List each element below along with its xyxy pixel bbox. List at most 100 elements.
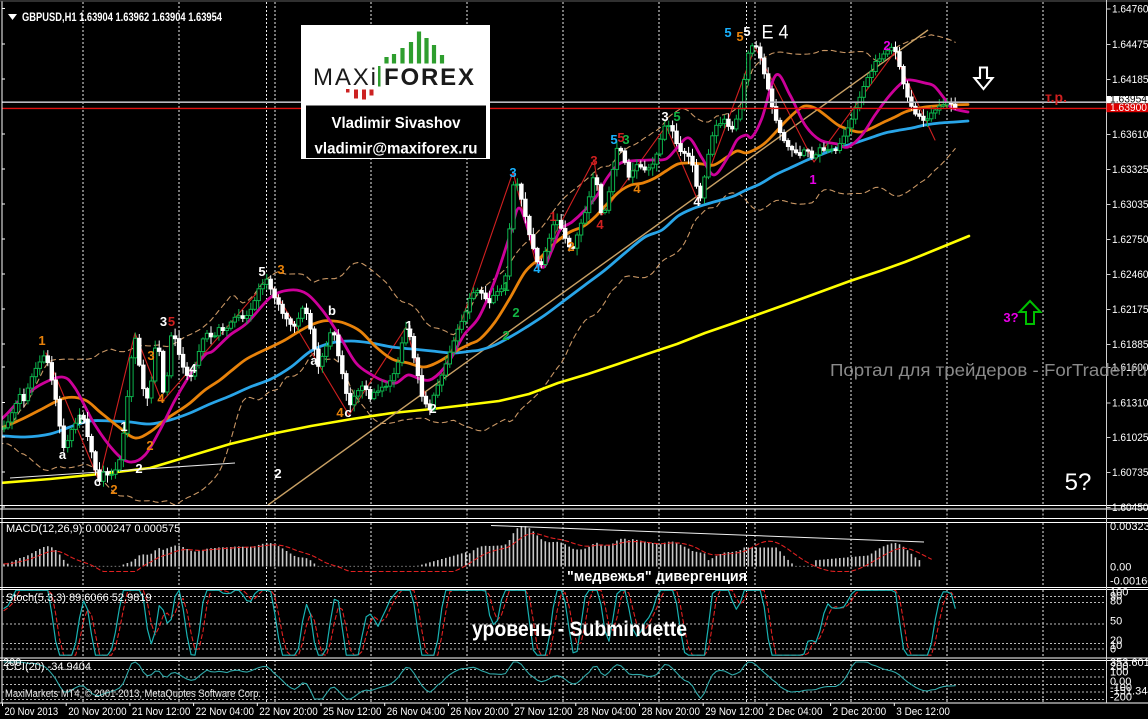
svg-text:2: 2 bbox=[883, 38, 890, 53]
svg-text:т.р.: т.р. bbox=[1045, 89, 1067, 105]
svg-text:5: 5 bbox=[736, 29, 743, 44]
svg-text:29 Nov 12:00: 29 Nov 12:00 bbox=[705, 706, 763, 718]
svg-text:3?: 3? bbox=[1003, 310, 1018, 325]
svg-text:27 Nov 12:00: 27 Nov 12:00 bbox=[514, 706, 572, 718]
svg-text:50: 50 bbox=[1110, 616, 1122, 628]
svg-text:2: 2 bbox=[110, 482, 117, 497]
svg-text:3: 3 bbox=[160, 314, 167, 329]
svg-text:vladimir@maxiforex.ru: vladimir@maxiforex.ru bbox=[315, 141, 478, 158]
svg-text:1.61310: 1.61310 bbox=[1112, 398, 1148, 410]
svg-text:-151.3448: -151.3448 bbox=[1110, 686, 1148, 698]
svg-text:28 Nov 04:00: 28 Nov 04:00 bbox=[578, 706, 636, 718]
svg-text:2: 2 bbox=[502, 328, 509, 343]
svg-text:1.62750: 1.62750 bbox=[1112, 234, 1148, 246]
svg-text:200: 200 bbox=[3, 657, 21, 669]
svg-text:-0.00166: -0.00166 bbox=[1110, 576, 1148, 588]
svg-text:3: 3 bbox=[509, 165, 516, 180]
svg-text:1.63900: 1.63900 bbox=[1110, 102, 1147, 114]
svg-text:28 Nov 20:00: 28 Nov 20:00 bbox=[642, 706, 700, 718]
svg-text:25 Nov 12:00: 25 Nov 12:00 bbox=[323, 706, 381, 718]
svg-text:3: 3 bbox=[277, 262, 284, 277]
svg-text:1.63325: 1.63325 bbox=[1112, 164, 1148, 176]
svg-text:1.64185: 1.64185 bbox=[1112, 74, 1148, 86]
svg-text:Stoch(5,3,3) 89.6066 52.9819: Stoch(5,3,3) 89.6066 52.9819 bbox=[6, 592, 152, 604]
svg-text:1.60450: 1.60450 bbox=[1112, 502, 1148, 514]
svg-text:-200: -200 bbox=[1110, 692, 1132, 704]
svg-text:4: 4 bbox=[189, 361, 197, 376]
svg-text:80: 80 bbox=[1110, 596, 1122, 608]
svg-text:5: 5 bbox=[610, 132, 617, 147]
svg-text:5: 5 bbox=[617, 130, 624, 145]
svg-text:a: a bbox=[310, 353, 318, 368]
svg-text:MaxiMarkets MT4, © 2001-2013,: MaxiMarkets MT4, © 2001-2013, MetaQuotes… bbox=[5, 688, 261, 700]
svg-text:5: 5 bbox=[168, 314, 175, 329]
svg-text:GBPUSD,H1 1.63904 1.63962 1.6: GBPUSD,H1 1.63904 1.63962 1.63904 1.6395… bbox=[22, 12, 222, 24]
svg-text:4: 4 bbox=[693, 194, 701, 209]
svg-text:1.64760: 1.64760 bbox=[1112, 4, 1148, 16]
svg-text:5: 5 bbox=[673, 109, 680, 124]
svg-text:1: 1 bbox=[120, 419, 127, 434]
svg-text:0.00: 0.00 bbox=[1110, 676, 1131, 688]
svg-text:20 Nov 2013: 20 Nov 2013 bbox=[5, 706, 59, 718]
svg-text:2: 2 bbox=[146, 438, 153, 453]
svg-text:уровень - Subminuette: уровень - Subminuette bbox=[472, 618, 687, 641]
svg-text:Портал для трейдеров - ForTrad: Портал для трейдеров - ForTrader.ru bbox=[830, 360, 1147, 380]
svg-text:5: 5 bbox=[724, 25, 731, 40]
svg-text:1.64475: 1.64475 bbox=[1112, 39, 1148, 51]
svg-text:21 Nov 12:00: 21 Nov 12:00 bbox=[132, 706, 190, 718]
svg-text:1.61885: 1.61885 bbox=[1112, 339, 1148, 351]
svg-text:2: 2 bbox=[512, 305, 519, 320]
svg-text:5?: 5? bbox=[1065, 469, 1092, 496]
svg-text:1: 1 bbox=[809, 172, 816, 187]
svg-text:3 Dec 12:00: 3 Dec 12:00 bbox=[896, 706, 950, 718]
svg-text:1.62175: 1.62175 bbox=[1112, 304, 1148, 316]
svg-text:90: 90 bbox=[1110, 591, 1122, 603]
svg-text:2: 2 bbox=[135, 461, 142, 476]
svg-text:4: 4 bbox=[633, 181, 641, 196]
svg-text:5: 5 bbox=[743, 24, 750, 39]
svg-text:20 Nov 20:00: 20 Nov 20:00 bbox=[68, 706, 126, 718]
svg-text:3: 3 bbox=[590, 153, 597, 168]
svg-text:b: b bbox=[78, 412, 86, 427]
svg-text:22 Nov 04:00: 22 Nov 04:00 bbox=[196, 706, 254, 718]
svg-text:3: 3 bbox=[661, 109, 668, 124]
svg-text:-100: -100 bbox=[1110, 682, 1132, 694]
svg-text:3: 3 bbox=[147, 348, 154, 363]
svg-text:26 Nov 04:00: 26 Nov 04:00 bbox=[387, 706, 445, 718]
svg-text:Vladimir Sivashov: Vladimir Sivashov bbox=[332, 115, 461, 132]
svg-text:0.003233: 0.003233 bbox=[1110, 521, 1148, 533]
svg-text:FOREX: FOREX bbox=[384, 64, 474, 91]
svg-text:c: c bbox=[94, 474, 101, 489]
svg-text:4: 4 bbox=[157, 391, 165, 406]
svg-text:4: 4 bbox=[336, 405, 344, 420]
svg-text:3: 3 bbox=[622, 132, 629, 147]
svg-text:"медвежья" дивергенция: "медвежья" дивергенция bbox=[567, 568, 747, 585]
svg-text:c: c bbox=[344, 405, 351, 420]
svg-text:1.60735: 1.60735 bbox=[1112, 467, 1148, 479]
svg-text:2: 2 bbox=[567, 239, 574, 254]
svg-text:200: 200 bbox=[1110, 661, 1128, 673]
svg-text:2: 2 bbox=[274, 466, 281, 481]
svg-text:1: 1 bbox=[502, 279, 509, 294]
svg-text:1.62460: 1.62460 bbox=[1112, 269, 1148, 281]
svg-text:1: 1 bbox=[38, 333, 45, 348]
svg-text:0: 0 bbox=[1110, 644, 1116, 656]
svg-text:5: 5 bbox=[258, 264, 265, 279]
svg-text:2 Dec 04:00: 2 Dec 04:00 bbox=[769, 706, 823, 718]
svg-text:1.61025: 1.61025 bbox=[1112, 432, 1148, 444]
svg-text:26 Nov 20:00: 26 Nov 20:00 bbox=[450, 706, 508, 718]
svg-text:100: 100 bbox=[1110, 667, 1128, 679]
svg-text:4: 4 bbox=[533, 261, 541, 276]
svg-text:1: 1 bbox=[405, 318, 412, 333]
svg-text:1.63035: 1.63035 bbox=[1112, 199, 1148, 211]
svg-text:b: b bbox=[328, 303, 336, 318]
svg-text:1: 1 bbox=[549, 209, 556, 224]
svg-text:4: 4 bbox=[596, 217, 604, 232]
svg-text:0.00: 0.00 bbox=[1110, 562, 1131, 574]
svg-text:MAXi: MAXi bbox=[313, 64, 376, 91]
svg-text:MACD(12,26,9) 0.000247 0.00057: MACD(12,26,9) 0.000247 0.000575 bbox=[6, 523, 180, 535]
svg-text:2 Dec 20:00: 2 Dec 20:00 bbox=[833, 706, 887, 718]
svg-text:353.6017: 353.6017 bbox=[1110, 657, 1148, 669]
svg-text:100: 100 bbox=[1110, 587, 1128, 599]
svg-text:2: 2 bbox=[429, 401, 436, 416]
